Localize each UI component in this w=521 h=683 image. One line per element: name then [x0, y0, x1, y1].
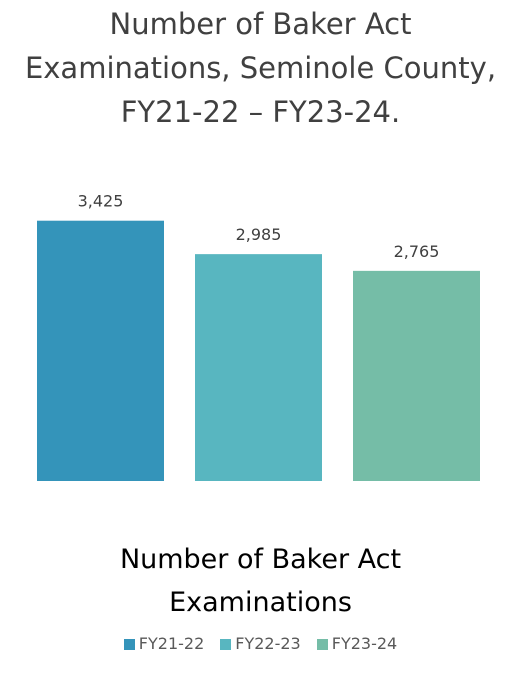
data-label: 2,985 [236, 225, 282, 244]
legend-swatch [316, 639, 328, 650]
bar [353, 270, 480, 481]
data-label: 3,425 [78, 192, 124, 211]
chart-title: Number of Baker Act Examinations, Semino… [24, 7, 497, 129]
chart: 3,425 2,985 2,765 [37, 192, 480, 481]
legend-label: FY23-24 [331, 634, 398, 653]
data-label: 2,765 [394, 242, 440, 261]
bar [195, 254, 322, 481]
bar [37, 220, 164, 481]
legend-label: FY21-22 [138, 634, 205, 653]
legend-item: FY22-23 [220, 634, 301, 653]
legend-swatch [220, 639, 232, 650]
x-tick-label: Number of Baker Act Examinations [119, 544, 402, 618]
legend-item: FY21-22 [123, 634, 205, 653]
legend: FY21-22 FY22-23 FY23-24 [0, 634, 521, 653]
legend-label: FY22-23 [235, 634, 301, 653]
legend-swatch [123, 639, 135, 650]
legend-item: FY23-24 [316, 634, 398, 653]
